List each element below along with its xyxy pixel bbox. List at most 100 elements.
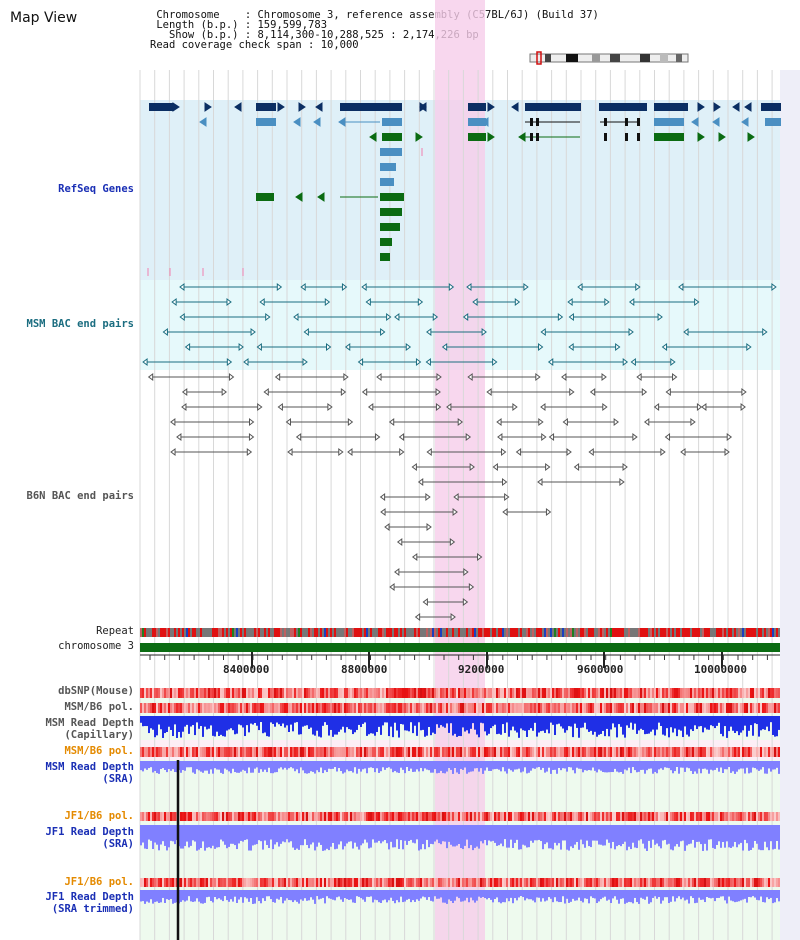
gene[interactable] [654, 133, 684, 141]
gene-arrow[interactable] [747, 132, 755, 142]
gene-arrow[interactable] [369, 132, 377, 142]
track-label-refseq[interactable]: RefSeq Genes [58, 183, 134, 195]
span-key: Read coverage check span [150, 39, 302, 51]
selection-highlight [435, 0, 485, 940]
chromosome-key: Chromosome [156, 9, 220, 21]
span-value: : 10,000 [308, 39, 359, 51]
gene-arrow[interactable] [691, 117, 699, 127]
track-label-msm-depth-cap[interactable]: MSM Read Depth [45, 717, 134, 729]
gene[interactable] [380, 238, 392, 246]
jf1-depth[interactable] [140, 825, 780, 851]
chromosome-bar [140, 643, 780, 652]
gene[interactable] [468, 118, 486, 126]
gene[interactable] [380, 208, 402, 216]
track-label-dbsnp[interactable]: dbSNP(Mouse) [58, 685, 134, 697]
gene-arrow[interactable] [697, 132, 705, 142]
scale-tick-label: 8800000 [341, 663, 388, 676]
gene-arrow[interactable] [718, 132, 726, 142]
gene-arrow[interactable] [419, 102, 427, 112]
gene-arrow[interactable] [487, 102, 495, 112]
track-label-msm-depth-cap-sub: (Capillary) [64, 729, 134, 741]
chromosome-ideogram[interactable] [529, 51, 689, 65]
gene-arrow[interactable] [313, 117, 321, 127]
gene-arrow[interactable] [315, 102, 323, 112]
gene[interactable] [765, 118, 781, 126]
gene[interactable] [380, 148, 402, 156]
gene-arrow[interactable] [415, 132, 423, 142]
gene-arrow[interactable] [317, 192, 325, 202]
gene[interactable] [380, 178, 394, 186]
track-label-chromosome: chromosome 3 [58, 640, 134, 652]
gene-arrow[interactable] [481, 117, 489, 127]
track-label-b6n-bac[interactable]: B6N BAC end pairs [26, 490, 134, 502]
jf1-depth-trim[interactable] [140, 890, 780, 904]
dbsnp-heat[interactable] [140, 688, 780, 698]
length-value: : 159,599,783 [244, 19, 328, 31]
track-label-jf1-depth[interactable]: JF1 Read Depth [45, 826, 134, 838]
gene-arrow[interactable] [713, 102, 721, 112]
gene-arrow[interactable] [234, 102, 242, 112]
track-label-msm-depth-sra-sub: (SRA) [102, 773, 134, 785]
show-key: Show (b.p.) [168, 29, 239, 41]
gene[interactable] [468, 103, 486, 111]
gene[interactable] [256, 193, 274, 201]
gene-arrow[interactable] [511, 102, 519, 112]
msm-depth-cap[interactable] [140, 716, 780, 738]
gene[interactable] [382, 118, 402, 126]
gene-arrow[interactable] [741, 117, 749, 127]
track-label-jf1-depth-trim[interactable]: JF1 Read Depth [45, 891, 134, 903]
gene-arrow[interactable] [712, 117, 720, 127]
scale-tick-label: 8400000 [223, 663, 270, 676]
gene-arrow[interactable] [697, 102, 705, 112]
gene[interactable] [340, 103, 402, 111]
track-label-repeat[interactable]: Repeat [96, 625, 134, 637]
length-key: Length (b.p.) [156, 19, 239, 31]
scale-tick-label: 9200000 [458, 663, 505, 676]
gene[interactable] [256, 118, 276, 126]
gene[interactable] [380, 223, 400, 231]
gene-arrow[interactable] [487, 132, 495, 142]
track-label-jf1-b6-pol[interactable]: JF1/B6 pol. [64, 810, 134, 822]
msm-depth-sra[interactable] [140, 761, 780, 774]
gene-arrow[interactable] [172, 102, 180, 112]
gene[interactable] [149, 103, 173, 111]
chromosome-value: : Chromosome 3, reference assembly (C57B… [244, 9, 599, 21]
gene-arrow[interactable] [744, 102, 752, 112]
track-label-msm-b6-pol[interactable]: MSM/B6 pol. [64, 701, 134, 713]
gene-arrow[interactable] [518, 132, 526, 142]
gene[interactable] [761, 103, 781, 111]
jf1-b6-pol-heat[interactable] [140, 812, 780, 821]
gene[interactable] [380, 193, 404, 201]
track-label-msm-b6-pol-sra[interactable]: MSM/B6 pol. [64, 745, 134, 757]
gene[interactable] [382, 133, 402, 141]
gene-arrow[interactable] [277, 102, 285, 112]
gene-arrow[interactable] [293, 117, 301, 127]
page-title: Map View [10, 10, 78, 26]
gene-arrow[interactable] [298, 102, 306, 112]
gene[interactable] [654, 103, 688, 111]
gene-arrow[interactable] [199, 117, 207, 127]
gene[interactable] [599, 103, 647, 111]
track-label-jf1-depth-sub: (SRA) [102, 838, 134, 850]
gene[interactable] [525, 103, 581, 111]
msm-b6-pol-heat[interactable] [140, 703, 780, 713]
gene-arrow[interactable] [732, 102, 740, 112]
track-label-msm-bac[interactable]: MSM BAC end pairs [26, 318, 134, 330]
jf1-b6-pol-trim-heat[interactable] [140, 878, 780, 887]
gene-arrow[interactable] [338, 117, 346, 127]
gene[interactable] [256, 103, 276, 111]
gene[interactable] [380, 253, 390, 261]
gene[interactable] [654, 118, 684, 126]
gene[interactable] [468, 133, 486, 141]
gene[interactable] [380, 163, 396, 171]
scale-tick-label: 9600000 [577, 663, 624, 676]
chromosome-info: Chromosome : Chromosome 3, reference ass… [150, 9, 599, 51]
track-label-msm-depth-sra[interactable]: MSM Read Depth [45, 761, 134, 773]
gene-arrow[interactable] [204, 102, 212, 112]
scale-tick-label: 10000000 [694, 663, 747, 676]
scale-ruler [140, 652, 780, 668]
msm-b6-pol-sra-heat[interactable] [140, 747, 780, 757]
gene-arrow[interactable] [295, 192, 303, 202]
track-label-jf1-b6-pol-trim[interactable]: JF1/B6 pol. [64, 876, 134, 888]
